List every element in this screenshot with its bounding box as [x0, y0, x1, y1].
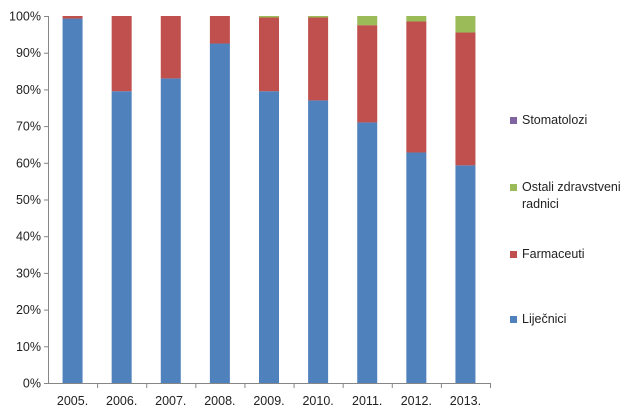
- bar-stack: [111, 16, 132, 384]
- bar-segment: [209, 43, 230, 384]
- bar-segment: [111, 16, 132, 92]
- legend-label-stomatolozi: Stomatolozi: [522, 113, 588, 127]
- bar-segment: [160, 16, 181, 79]
- bar-segment: [455, 32, 476, 166]
- legend-swatch-ostali: [510, 184, 517, 191]
- bar-stack: [160, 16, 181, 383]
- bar-segment: [357, 16, 378, 26]
- bar-segment: [111, 91, 132, 384]
- x-tick-label: 2007.: [155, 394, 186, 408]
- legend-label-ostali: Ostali zdravstveni radnici: [522, 180, 621, 211]
- bar-segment: [62, 16, 83, 19]
- bar-stack: [259, 16, 279, 384]
- bar-stack: [209, 16, 230, 384]
- legend-swatch-lijecnici: [510, 316, 517, 323]
- y-tick-label: 30%: [16, 266, 41, 280]
- bar-segment: [259, 16, 279, 18]
- x-tick-label: 2006.: [106, 394, 137, 408]
- bar-segment: [357, 122, 378, 384]
- bar-stack: [455, 16, 476, 383]
- x-tick-label: 2012.: [401, 394, 432, 408]
- x-tick-label: 2011.: [352, 394, 382, 408]
- legend-item-farmaceuti: Farmaceuti: [510, 246, 585, 263]
- bar-groups: [62, 16, 476, 384]
- y-tick-label: 10%: [16, 340, 41, 354]
- legend-swatch-stomatolozi: [510, 117, 517, 124]
- x-tick-label: 2010.: [302, 394, 333, 408]
- y-tick-label: 90%: [16, 46, 41, 60]
- x-axis-ticks: 2005. 2006. 2007. 2008. 2009. 2010. 2011. 2012.…: [57, 383, 491, 408]
- bar-stack: [406, 16, 427, 383]
- y-tick-label: 50%: [16, 193, 41, 207]
- bar-segment: [209, 16, 230, 44]
- y-tick-label: 60%: [16, 156, 41, 170]
- bar-segment: [406, 152, 427, 383]
- y-tick-label: 80%: [16, 83, 41, 97]
- legend-swatch-farmaceuti: [510, 251, 517, 258]
- legend-label-farmaceuti: Farmaceuti: [522, 247, 585, 261]
- bar-stack: [308, 16, 329, 383]
- y-tick-label: 70%: [16, 120, 41, 134]
- bar-segment: [308, 100, 329, 383]
- x-tick-label: 2008.: [204, 394, 235, 408]
- x-tick-label: 2005.: [57, 394, 88, 408]
- bar-segment: [308, 17, 329, 101]
- bar-segment: [259, 17, 279, 92]
- bar-segment: [308, 16, 329, 18]
- bar-segment: [259, 91, 279, 384]
- bar-stack: [357, 16, 378, 384]
- bar-segment: [455, 165, 476, 383]
- y-axis-ticks: 0% 10% 20% 30% 40% 50% 60% 70% 80% 90% 100%: [9, 10, 48, 391]
- y-tick-label: 0%: [23, 377, 41, 391]
- legend-item-stomatolozi: Stomatolozi: [510, 112, 587, 129]
- bar-segment: [455, 16, 476, 33]
- legend-item-lijecnici: Liječnici: [510, 311, 566, 328]
- y-tick-label: 20%: [16, 303, 41, 317]
- y-tick-label: 100%: [9, 10, 41, 24]
- x-tick-label: 2009.: [253, 394, 284, 408]
- bar-segment: [357, 25, 378, 123]
- bar-segment: [406, 21, 427, 153]
- legend-label-lijecnici: Liječnici: [522, 312, 567, 326]
- y-tick-label: 40%: [16, 230, 41, 244]
- bar-segment: [62, 18, 83, 383]
- bar-stack: [62, 16, 83, 383]
- bar-segment: [406, 16, 427, 22]
- legend-item-ostali: Ostali zdravstveni radnici: [510, 179, 635, 213]
- bar-segment: [160, 78, 181, 383]
- x-tick-label: 2013.: [450, 394, 481, 408]
